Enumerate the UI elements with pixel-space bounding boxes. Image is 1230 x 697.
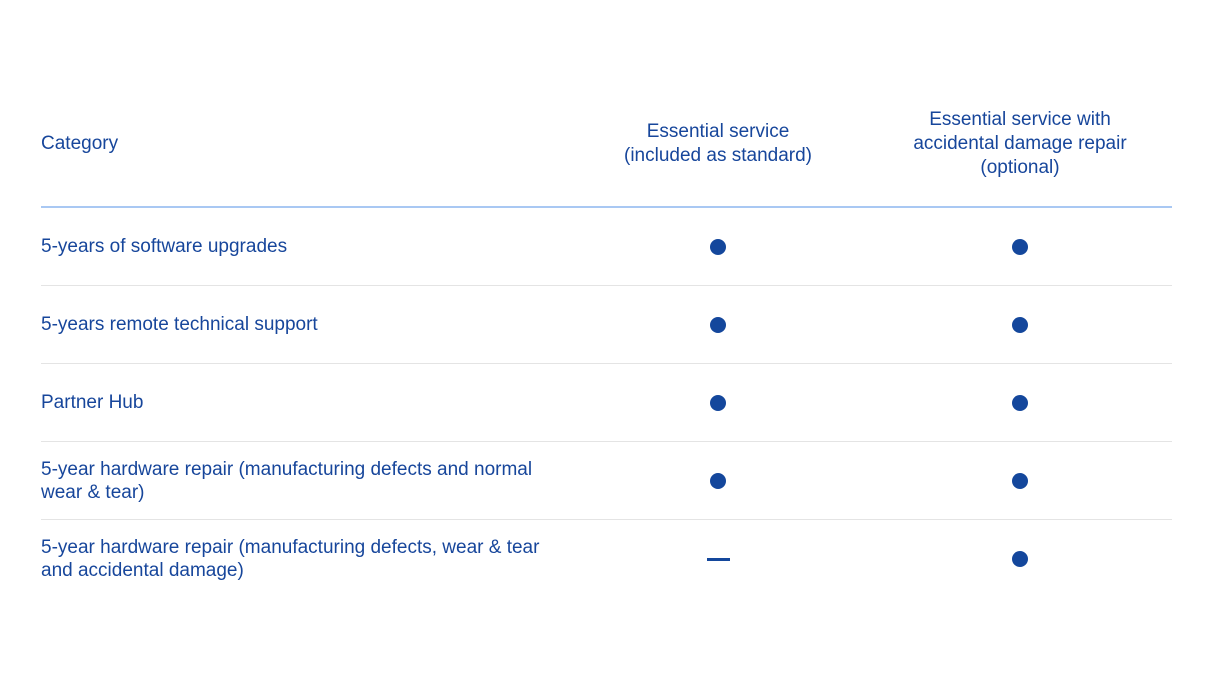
category-cell: 5-years of software upgrades bbox=[41, 235, 568, 258]
essential-service-cell bbox=[568, 472, 868, 489]
dot-icon bbox=[710, 238, 726, 255]
category-cell: 5-year hardware repair (manufacturing de… bbox=[41, 458, 568, 504]
essential-service-adr-cell bbox=[868, 394, 1172, 411]
dot-icon bbox=[1012, 238, 1028, 255]
service-comparison-table: Category Essential service (included as … bbox=[41, 0, 1172, 598]
table-row: Partner Hub bbox=[41, 364, 1172, 442]
category-cell: 5-years remote technical support bbox=[41, 313, 568, 336]
dot-icon bbox=[1012, 472, 1028, 489]
table-header-row: Category Essential service (included as … bbox=[41, 104, 1172, 184]
essential-service-adr-cell bbox=[868, 551, 1172, 567]
table-row: 5-years of software upgrades bbox=[41, 208, 1172, 286]
table-row: 5-year hardware repair (manufacturing de… bbox=[41, 442, 1172, 520]
essential-service-cell bbox=[568, 557, 868, 561]
dot-icon bbox=[1012, 394, 1028, 411]
category-label: 5-years remote technical support bbox=[41, 314, 318, 335]
category-cell: 5-year hardware repair (manufacturing de… bbox=[41, 536, 568, 582]
category-label: 5-years of software upgrades bbox=[41, 236, 288, 257]
column-header-essential-service-adr: Essential service with accidental damage… bbox=[913, 109, 1127, 178]
table-row: 5-years remote technical support bbox=[41, 286, 1172, 364]
dot-icon bbox=[1012, 316, 1028, 333]
column-header-category: Category bbox=[41, 133, 119, 154]
table-body: 5-years of software upgrades 5-years rem… bbox=[41, 208, 1172, 598]
table-row: 5-year hardware repair (manufacturing de… bbox=[41, 520, 1172, 598]
column-header-essential-service: Essential service (included as standard) bbox=[624, 121, 812, 166]
dot-icon bbox=[710, 472, 726, 489]
category-cell: Partner Hub bbox=[41, 391, 568, 414]
category-label: 5-year hardware repair (manufacturing de… bbox=[41, 537, 540, 581]
category-label: Partner Hub bbox=[41, 392, 144, 413]
category-label: 5-year hardware repair (manufacturing de… bbox=[41, 458, 533, 503]
essential-service-adr-cell bbox=[868, 316, 1172, 333]
essential-service-adr-cell bbox=[868, 472, 1172, 489]
header-divider bbox=[41, 206, 1172, 208]
dot-icon bbox=[710, 316, 726, 333]
essential-service-cell bbox=[568, 238, 868, 255]
essential-service-adr-cell bbox=[868, 238, 1172, 255]
dot-icon bbox=[710, 394, 726, 411]
essential-service-cell bbox=[568, 316, 868, 333]
essential-service-cell bbox=[568, 394, 868, 411]
dash-icon bbox=[706, 557, 730, 561]
dot-icon bbox=[1012, 551, 1028, 567]
